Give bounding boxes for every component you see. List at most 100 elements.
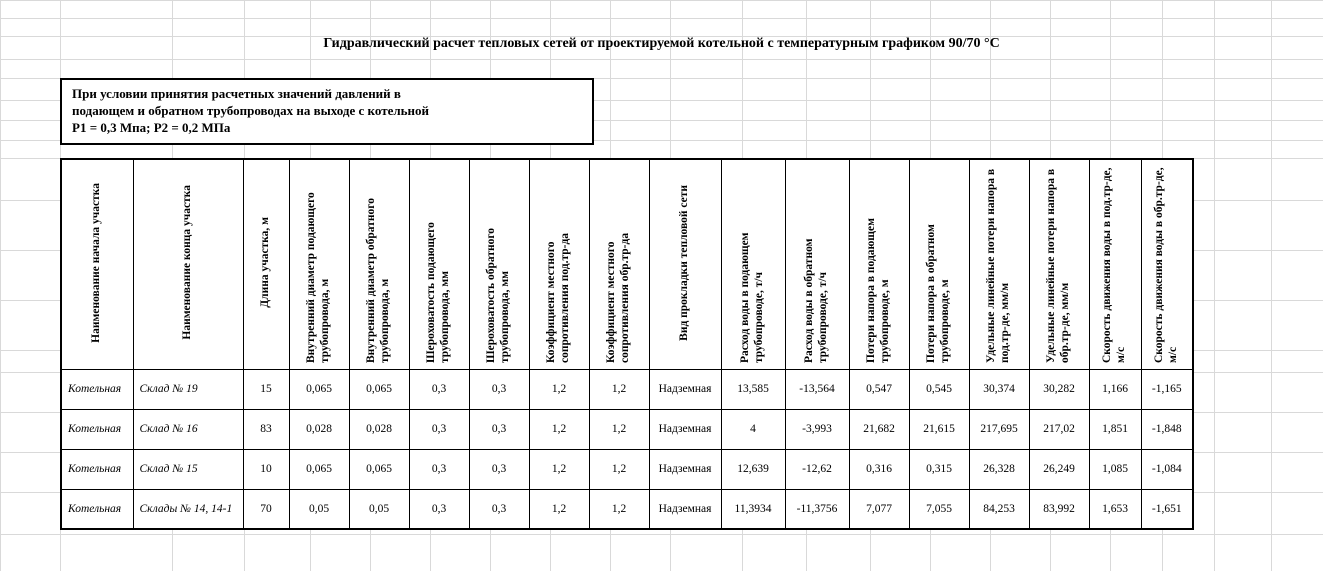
table-cell[interactable]: -12,62 (785, 449, 849, 489)
table-cell[interactable]: 0,065 (289, 369, 349, 409)
page-title: Гидравлический расчет тепловых сетей от … (60, 36, 1263, 52)
table-cell[interactable]: -3,993 (785, 409, 849, 449)
col-header: Длина участка, м (243, 159, 289, 369)
table-cell[interactable]: 1,2 (529, 409, 589, 449)
table-cell[interactable]: 21,615 (909, 409, 969, 449)
table-cell[interactable]: Котельная (61, 489, 133, 529)
table-cell[interactable]: Котельная (61, 449, 133, 489)
col-header: Внутренний диаметр обратного трубопровод… (349, 159, 409, 369)
table-cell[interactable]: 0,065 (349, 449, 409, 489)
table-cell[interactable]: 13,585 (721, 369, 785, 409)
col-header: Вид прокладки тепловой сети (649, 159, 721, 369)
table-cell[interactable]: 0,3 (409, 409, 469, 449)
table-cell[interactable]: 1,851 (1089, 409, 1141, 449)
table-cell[interactable]: 10 (243, 449, 289, 489)
col-header: Внутренний диаметр подающего трубопровод… (289, 159, 349, 369)
condition-line-1: При условии принятия расчетных значений … (72, 86, 582, 103)
table-cell[interactable]: 0,065 (349, 369, 409, 409)
table-row: КотельнаяСклад № 16830,0280,0280,30,31,2… (61, 409, 1193, 449)
col-header: Шероховатость подающего трубопровода, мм (409, 159, 469, 369)
table-cell[interactable]: 1,2 (589, 449, 649, 489)
condition-box: При условии принятия расчетных значений … (60, 78, 594, 145)
table-cell[interactable]: 84,253 (969, 489, 1029, 529)
table-cell[interactable]: 0,3 (469, 489, 529, 529)
table-cell[interactable]: -1,165 (1141, 369, 1193, 409)
table-cell[interactable]: 0,316 (849, 449, 909, 489)
table-row: КотельнаяСклады № 14, 14-1700,050,050,30… (61, 489, 1193, 529)
table-cell[interactable]: 0,3 (409, 449, 469, 489)
table-header-row: Наименование начала участка Наименование… (61, 159, 1193, 369)
table-row: КотельнаяСклад № 15100,0650,0650,30,31,2… (61, 449, 1193, 489)
col-header: Расход воды в подающем трубопроводе, т/ч (721, 159, 785, 369)
table-cell[interactable]: -1,084 (1141, 449, 1193, 489)
table-cell[interactable]: Склад № 19 (133, 369, 243, 409)
table-cell[interactable]: 26,328 (969, 449, 1029, 489)
table-cell[interactable]: 0,3 (409, 369, 469, 409)
table-cell[interactable]: 30,374 (969, 369, 1029, 409)
col-header: Скорость движения воды в под.тр-де, м/с (1089, 159, 1141, 369)
table-cell[interactable]: Надземная (649, 369, 721, 409)
table-cell[interactable]: 11,3934 (721, 489, 785, 529)
table-cell[interactable]: Склад № 15 (133, 449, 243, 489)
col-header: Наименование конца участка (133, 159, 243, 369)
col-header: Шероховатость обратного трубопровода, мм (469, 159, 529, 369)
col-header: Коэффициент местного сопротивления под.т… (529, 159, 589, 369)
table-cell[interactable]: 1,166 (1089, 369, 1141, 409)
table-cell[interactable]: 0,545 (909, 369, 969, 409)
table-cell[interactable]: 0,3 (469, 449, 529, 489)
table-cell[interactable]: 0,3 (469, 409, 529, 449)
table-cell[interactable]: 1,2 (529, 369, 589, 409)
table-cell[interactable]: Надземная (649, 489, 721, 529)
table-cell[interactable]: 0,3 (409, 489, 469, 529)
table-cell[interactable]: 70 (243, 489, 289, 529)
table-cell[interactable]: 0,3 (469, 369, 529, 409)
table-cell[interactable]: 1,2 (529, 489, 589, 529)
table-cell[interactable]: 83 (243, 409, 289, 449)
table-cell[interactable]: 1,085 (1089, 449, 1141, 489)
table-cell[interactable]: 4 (721, 409, 785, 449)
table-cell[interactable]: Котельная (61, 409, 133, 449)
table-cell[interactable]: 83,992 (1029, 489, 1089, 529)
table-cell[interactable]: Склад № 16 (133, 409, 243, 449)
table-cell[interactable]: Надземная (649, 449, 721, 489)
table-cell[interactable]: 0,547 (849, 369, 909, 409)
col-header: Потери напора в подающем трубопроводе, м (849, 159, 909, 369)
col-header: Наименование начала участка (61, 159, 133, 369)
table-cell[interactable]: 12,639 (721, 449, 785, 489)
table-cell[interactable]: Котельная (61, 369, 133, 409)
condition-line-3: Р1 = 0,3 Мпа; Р2 = 0,2 МПа (72, 120, 582, 137)
table-cell[interactable]: -1,848 (1141, 409, 1193, 449)
table-cell[interactable]: 0,028 (349, 409, 409, 449)
table-cell[interactable]: Надземная (649, 409, 721, 449)
table-cell[interactable]: 217,02 (1029, 409, 1089, 449)
col-header: Скорость движения воды в обр.тр-де, м/с (1141, 159, 1193, 369)
spreadsheet-area[interactable]: Гидравлический расчет тепловых сетей от … (0, 0, 1323, 571)
table-cell[interactable]: -11,3756 (785, 489, 849, 529)
table-cell[interactable]: -1,651 (1141, 489, 1193, 529)
table-cell[interactable]: 26,249 (1029, 449, 1089, 489)
table-cell[interactable]: 7,077 (849, 489, 909, 529)
condition-line-2: подающем и обратном трубопроводах на вых… (72, 103, 582, 120)
table-cell[interactable]: 0,065 (289, 449, 349, 489)
table-cell[interactable]: 1,653 (1089, 489, 1141, 529)
col-header: Коэффициент местного сопротивления обр.т… (589, 159, 649, 369)
table-cell[interactable]: 0,05 (349, 489, 409, 529)
table-cell[interactable]: 0,315 (909, 449, 969, 489)
col-header: Потери напора в обратном трубопроводе, м (909, 159, 969, 369)
table-cell[interactable]: 1,2 (589, 369, 649, 409)
table-cell[interactable]: 30,282 (1029, 369, 1089, 409)
table-cell[interactable]: Склады № 14, 14-1 (133, 489, 243, 529)
table-cell[interactable]: 0,028 (289, 409, 349, 449)
table-cell[interactable]: 1,2 (589, 489, 649, 529)
table-cell[interactable]: -13,564 (785, 369, 849, 409)
table-cell[interactable]: 0,05 (289, 489, 349, 529)
table-cell[interactable]: 15 (243, 369, 289, 409)
table-cell[interactable]: 7,055 (909, 489, 969, 529)
col-header: Удельные линейные потери напора в обр.тр… (1029, 159, 1089, 369)
hydraulic-calc-table: Наименование начала участка Наименование… (60, 158, 1194, 530)
table-cell[interactable]: 1,2 (529, 449, 589, 489)
table-cell[interactable]: 217,695 (969, 409, 1029, 449)
col-header: Удельные линейные потери напора в под.тр… (969, 159, 1029, 369)
table-cell[interactable]: 1,2 (589, 409, 649, 449)
table-cell[interactable]: 21,682 (849, 409, 909, 449)
